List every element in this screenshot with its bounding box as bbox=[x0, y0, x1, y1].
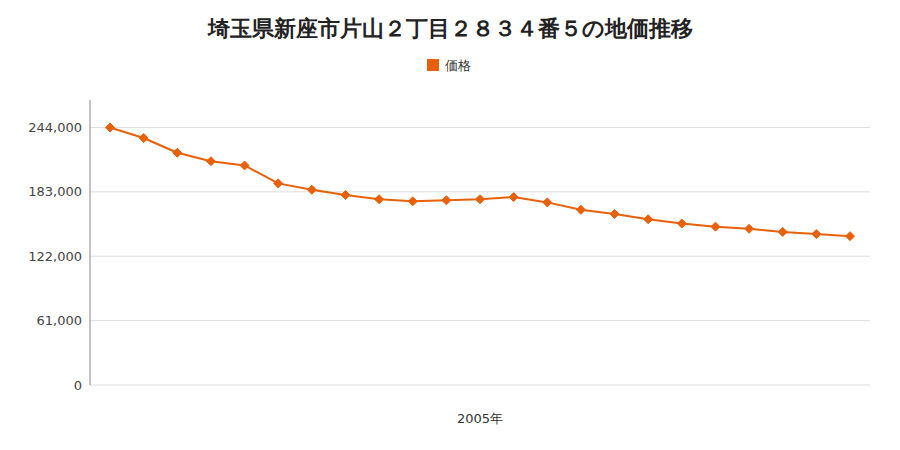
point bbox=[778, 227, 787, 236]
grid-line bbox=[90, 320, 870, 321]
point bbox=[240, 161, 249, 170]
point bbox=[476, 195, 485, 204]
y-axis-line bbox=[90, 100, 91, 385]
y-tick-label: 244,000 bbox=[28, 120, 82, 135]
title: 埼玉県新座市片山２丁目２８３４番５の地価推移 bbox=[207, 16, 693, 41]
grid-line bbox=[90, 385, 870, 386]
y-tick-label: 61,000 bbox=[37, 313, 83, 328]
point bbox=[106, 123, 115, 132]
chart: 埼玉県新座市片山２丁目２８３４番５の地価推移 0 61,000 122,000 183,… bbox=[0, 0, 900, 450]
legend-label: 価格 bbox=[445, 58, 471, 73]
point bbox=[745, 224, 754, 233]
series-line bbox=[110, 127, 850, 236]
point bbox=[274, 179, 283, 188]
point bbox=[509, 193, 518, 202]
point bbox=[644, 215, 653, 224]
y-tick-label: 122,000 bbox=[28, 249, 82, 264]
grid-line bbox=[90, 191, 870, 192]
grid-line bbox=[90, 256, 870, 257]
point bbox=[307, 185, 316, 194]
point bbox=[375, 195, 384, 204]
point bbox=[442, 196, 451, 205]
point bbox=[677, 219, 686, 228]
point bbox=[812, 230, 821, 239]
y-tick-label: 183,000 bbox=[28, 184, 82, 199]
point bbox=[543, 198, 552, 207]
point bbox=[846, 232, 855, 241]
point bbox=[408, 197, 417, 206]
x-axis-label: 2005年 bbox=[457, 411, 503, 426]
point bbox=[341, 191, 350, 200]
grid bbox=[90, 127, 870, 385]
point bbox=[610, 210, 619, 219]
point bbox=[206, 157, 215, 166]
point bbox=[576, 205, 585, 214]
point bbox=[173, 148, 182, 157]
y-tick-label: 0 bbox=[74, 378, 82, 393]
point bbox=[139, 134, 148, 143]
plot-area bbox=[106, 123, 855, 241]
grid-line bbox=[90, 127, 870, 128]
point bbox=[711, 222, 720, 231]
legend-swatch bbox=[427, 59, 439, 71]
legend: 価格 bbox=[427, 58, 471, 73]
